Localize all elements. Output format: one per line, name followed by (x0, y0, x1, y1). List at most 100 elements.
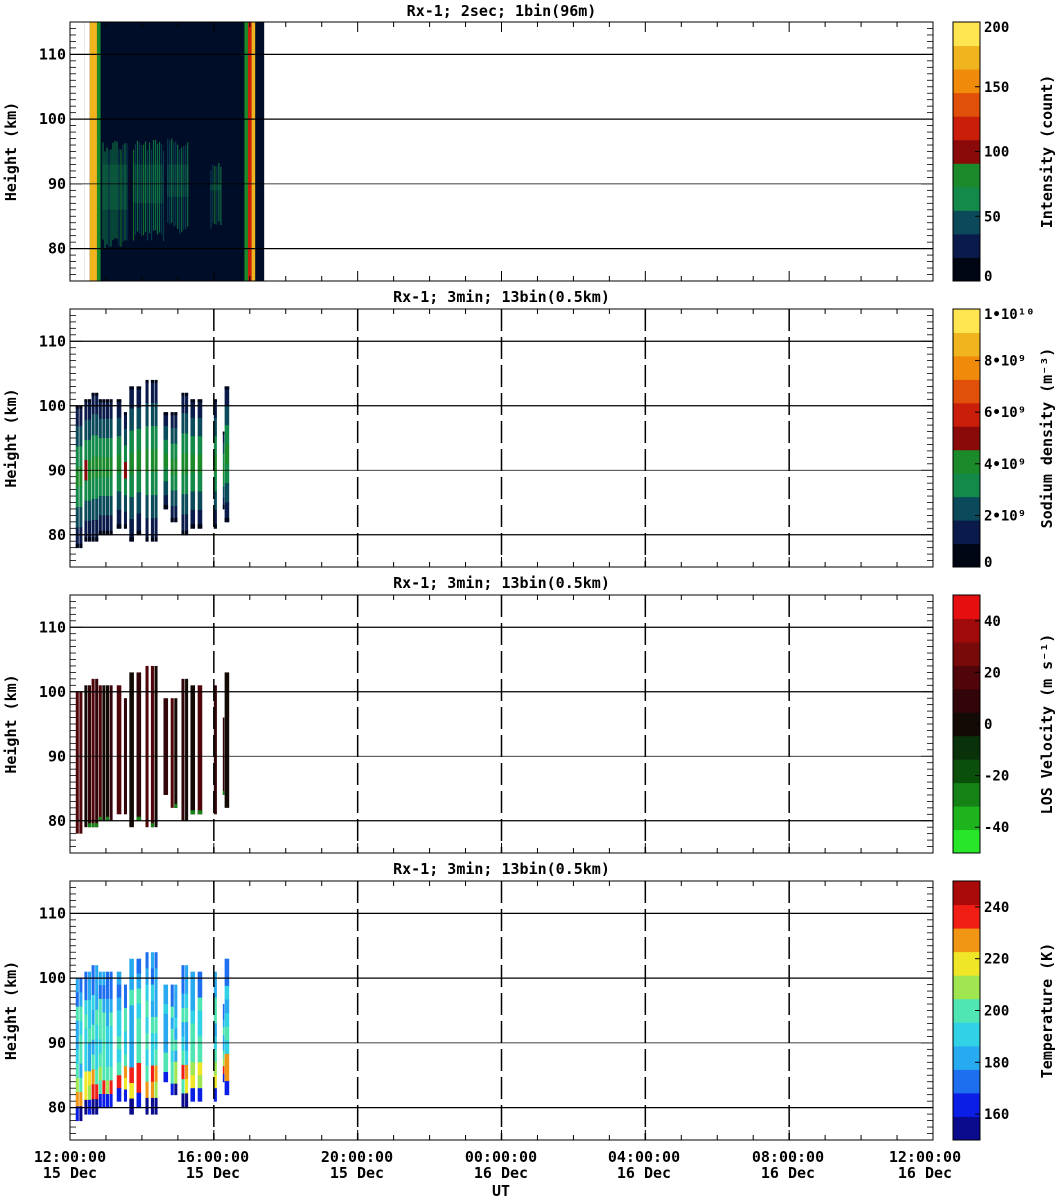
temperature-cell (136, 1018, 142, 1034)
temperature-cell (79, 1049, 83, 1065)
temperature-cell (222, 1019, 225, 1028)
y-axis-label: Height (km) (2, 102, 20, 201)
temperature-cell (98, 1012, 102, 1027)
temperature-cell (84, 1042, 88, 1058)
temperature-cell (185, 979, 189, 995)
density-cell (170, 474, 174, 492)
profile-15 (190, 685, 196, 815)
density-cell (181, 514, 185, 536)
twilight-band-5 (247, 22, 252, 281)
temperature-cell (174, 1006, 178, 1019)
layer-stripe (158, 141, 161, 233)
temperature-cell (181, 979, 185, 995)
profile-12 (163, 412, 169, 510)
density-cell (145, 379, 149, 404)
profile-11 (150, 379, 158, 542)
layer-stripe (116, 141, 118, 239)
temperature-cell (75, 1006, 79, 1022)
density-cell (102, 399, 106, 420)
density-edge (136, 386, 142, 390)
density-cell (91, 498, 95, 521)
twilight-band-2 (89, 22, 97, 281)
temperature-cell (105, 1026, 110, 1041)
density-cell (116, 417, 122, 437)
temperature-cell (190, 984, 196, 999)
temperature-cell (154, 1065, 158, 1083)
density-edge (185, 392, 189, 396)
layer-stripe (167, 138, 169, 224)
layer-stripe (220, 166, 222, 226)
temperature-cell (197, 1010, 203, 1024)
profile-9 (136, 958, 142, 1109)
temperature-cell (129, 1005, 134, 1022)
density-cell (91, 392, 95, 415)
density-edge (163, 412, 169, 416)
density-edge (181, 392, 185, 396)
density-edge (87, 537, 92, 542)
velocity-cell (197, 810, 203, 815)
temperature-cell (95, 980, 99, 996)
profile-7 (123, 984, 127, 1102)
temperature-cell (181, 1036, 185, 1052)
x-tick-date-3: 16 Dec (474, 1164, 528, 1182)
temperature-cell (154, 968, 158, 986)
density-cell (98, 438, 102, 458)
density-edge (79, 543, 83, 548)
temperature-cell (190, 1023, 196, 1037)
temperature-cell (181, 993, 185, 1009)
temperature-cell (84, 971, 88, 987)
temperature-cell (190, 1010, 196, 1024)
profile-3 (91, 392, 99, 542)
density-cell (75, 486, 79, 508)
density-edge (190, 399, 196, 403)
density-cell (102, 438, 106, 458)
temperature-cell (129, 974, 134, 991)
temperature-cell (145, 1033, 149, 1050)
temperature-cell (170, 1006, 174, 1019)
temperature-cell (197, 997, 203, 1011)
temperature-cell (87, 1014, 92, 1030)
temperature-cell (84, 1000, 88, 1015)
temperature-cell (79, 992, 83, 1008)
temperature-cell (136, 958, 142, 975)
density-cell (75, 446, 79, 468)
colorbar-swatch (953, 473, 980, 498)
x-tick-date-0: 15 Dec (43, 1164, 97, 1182)
temperature-cell (213, 1049, 217, 1063)
chart-panel-1: Rx-1; 2sec; 1bin(96m) 80 90 100 110 Height (k… (2, 2, 1056, 285)
temperature-cell (98, 1026, 102, 1041)
density-cell (174, 412, 178, 429)
density-cell (163, 426, 169, 441)
colorbar-swatch (953, 595, 980, 619)
colorbar-label: LOS Velocity (m s⁻¹) (1038, 634, 1056, 815)
density-cell (150, 449, 154, 473)
layer-stripe (132, 149, 135, 241)
colorbar-swatch (953, 45, 980, 70)
temperature-cell (181, 1093, 185, 1109)
profile-8 (129, 386, 134, 542)
velocity-cell (224, 672, 230, 808)
density-cell (174, 490, 178, 507)
density-edge (154, 379, 158, 383)
temperature-cell (213, 1023, 217, 1037)
temperature-cell (145, 968, 149, 986)
density-cell (185, 392, 189, 414)
density-cell (102, 496, 106, 516)
layer-stripe (138, 142, 141, 234)
temperature-cell (98, 1053, 102, 1068)
density-cell (163, 495, 169, 510)
temperature-cell (123, 1031, 127, 1044)
y-tick-label: 110 (39, 45, 66, 63)
density-cell (84, 419, 88, 441)
temperature-cell (91, 965, 95, 981)
temperature-cell (222, 1042, 225, 1052)
temperature-cell (75, 1049, 79, 1065)
density-cell (116, 454, 122, 474)
temperature-cell (91, 1069, 95, 1085)
density-cell (129, 474, 134, 498)
density-cell (190, 454, 196, 474)
colorbar-tick-label: -20 (984, 769, 1009, 785)
velocity-cell (174, 803, 178, 808)
density-edge (91, 537, 95, 542)
density-cell (197, 509, 203, 529)
